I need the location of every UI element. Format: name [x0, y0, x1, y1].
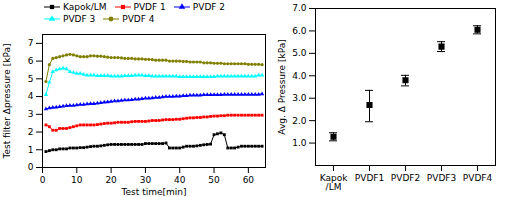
svg-text:PVDF2: PVDF2: [391, 173, 420, 183]
svg-text:50: 50: [208, 175, 220, 185]
svg-text:0: 0: [28, 162, 34, 172]
svg-text:4: 4: [28, 91, 34, 101]
svg-text:0: 0: [40, 175, 46, 185]
svg-text:20: 20: [105, 175, 117, 185]
svg-text:Test filter Δpressure [kPa]: Test filter Δpressure [kPa]: [2, 43, 12, 159]
html-text:PVDF 2: PVDF 2: [192, 2, 226, 12]
html-text:Kapok/LM: Kapok/LM: [63, 2, 107, 12]
html-text:PVDF 3: PVDF 3: [63, 14, 96, 24]
svg-text:5: 5: [28, 74, 34, 84]
svg-text:3.0: 3.0: [292, 93, 307, 103]
svg-text:7.0: 7.0: [292, 3, 307, 13]
html-text:PVDF 4: PVDF 4: [122, 14, 155, 24]
svg-text:4.0: 4.0: [292, 71, 307, 81]
svg-text:Test time[min]: Test time[min]: [121, 187, 187, 197]
svg-text:2.0: 2.0: [292, 116, 307, 126]
svg-text:10: 10: [71, 175, 83, 185]
svg-text:6: 6: [28, 56, 34, 66]
svg-text:6.0: 6.0: [292, 26, 307, 36]
svg-text:PVDF1: PVDF1: [355, 173, 384, 183]
svg-text:PVDF4: PVDF4: [463, 173, 493, 183]
svg-text:Avg. Δ Pressure [kPa]: Avg. Δ Pressure [kPa]: [277, 39, 287, 134]
svg-text:2: 2: [28, 127, 34, 137]
svg-text:PVDF3: PVDF3: [427, 173, 456, 183]
svg-text:3: 3: [28, 109, 34, 119]
svg-text:1: 1: [28, 145, 34, 155]
svg-text:40: 40: [174, 175, 186, 185]
svg-text:1.0: 1.0: [292, 138, 307, 148]
svg-text:60: 60: [243, 175, 255, 185]
svg-text:Kapok/LM: Kapok/LM: [320, 173, 348, 192]
svg-text:5.0: 5.0: [292, 48, 307, 58]
svg-text:30: 30: [140, 175, 152, 185]
html-text:PVDF 1: PVDF 1: [133, 2, 166, 12]
svg-text:7: 7: [28, 38, 34, 48]
